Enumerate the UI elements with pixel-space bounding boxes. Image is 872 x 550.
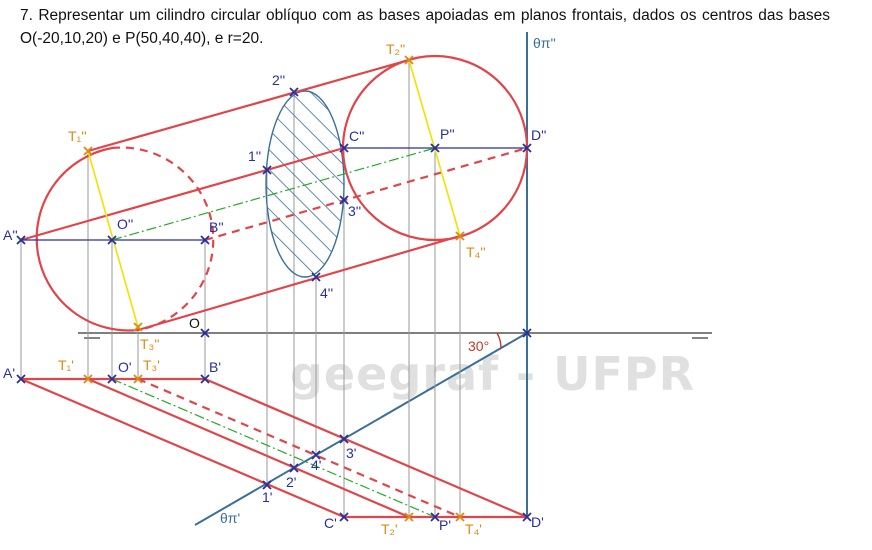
marker-T1-2 [83, 146, 93, 156]
generatrix-top [87, 58, 410, 153]
marker-P2 [430, 143, 440, 153]
labels: θπ'' θπ' 30° O A'' B'' O'' C'' D'' P'' T… [3, 35, 556, 537]
label-T4-1: T₄' [465, 521, 482, 537]
marker-p1-1 [262, 480, 272, 490]
marker-plane-vertex [522, 328, 532, 338]
label-T1-2: T₁'' [68, 128, 87, 144]
label-T3-2: T₃'' [140, 336, 160, 352]
label-4-2: 4'' [320, 285, 333, 301]
marker-T4-2 [455, 231, 465, 241]
label-O1: O' [118, 359, 132, 375]
marker-p4-2 [311, 272, 321, 282]
label-B2: B'' [209, 219, 224, 235]
label-O2: O'' [117, 216, 133, 232]
label-2-2: 2'' [272, 72, 285, 88]
marker-D1 [522, 512, 532, 522]
label-T1-1: T₁' [58, 357, 74, 373]
marker-A2 [16, 235, 26, 245]
generatrix-a-c [20, 146, 345, 242]
point-markers [16, 55, 532, 522]
base-o-hidden [111, 146, 215, 332]
label-A2: A'' [3, 227, 18, 243]
label-3-2: 3'' [348, 203, 361, 219]
marker-p3-1 [339, 434, 349, 444]
label-T2-1: T₂' [381, 521, 398, 537]
label-theta-pi-h: θπ' [220, 510, 240, 526]
ground-line [78, 332, 712, 339]
marker-B2 [200, 235, 210, 245]
top-view-cylinder [20, 377, 528, 519]
marker-C2 [339, 143, 349, 153]
marker-p1-2 [262, 165, 272, 175]
marker-O1 [107, 374, 117, 384]
label-4-1: 4' [311, 457, 321, 473]
watermark: geegraf - UFPR [290, 347, 695, 401]
marker-T2-1 [404, 512, 414, 522]
label-D1: D' [531, 514, 544, 530]
reference-lines [20, 60, 461, 517]
label-theta-pi-v: θπ'' [533, 35, 556, 51]
marker-D2 [522, 143, 532, 153]
marker-A1 [16, 374, 26, 384]
marker-B1 [200, 374, 210, 384]
label-angle: 30° [468, 338, 489, 354]
label-T2-2: T₂'' [386, 41, 405, 57]
label-T4-2: T₄'' [466, 244, 486, 260]
marker-C1 [339, 512, 349, 522]
label-C2: C'' [349, 128, 364, 144]
marker-p2-1 [289, 463, 299, 473]
label-1-2: 1'' [248, 148, 261, 164]
label-C1: C' [324, 515, 337, 531]
label-D2: D'' [531, 127, 546, 143]
label-origin: O [189, 315, 200, 331]
label-P1: P' [439, 517, 451, 533]
marker-p2-2 [289, 87, 299, 97]
marker-T2-2 [404, 55, 414, 65]
label-1-1: 1' [262, 489, 272, 505]
label-B1: B' [209, 359, 221, 375]
label-A1: A' [3, 365, 15, 381]
plane-theta [194, 32, 528, 526]
marker-origin-ground [200, 328, 210, 338]
label-3-1: 3' [346, 445, 356, 461]
marker-p3-2 [339, 195, 349, 205]
front-view-lines [21, 59, 527, 328]
problem-statement: 7. Representar um cilindro circular oblí… [20, 7, 830, 47]
marker-T3-2 [133, 322, 143, 332]
angle-arc [496, 332, 502, 349]
marker-O2 [107, 235, 117, 245]
section-ellipse [265, 90, 345, 278]
marker-p4-1 [311, 450, 321, 460]
marker-P1 [430, 512, 440, 522]
marker-T1-1 [83, 374, 93, 384]
base-o-visible [35, 146, 139, 332]
marker-T3-1 [133, 374, 143, 384]
label-P2: P'' [440, 126, 455, 142]
label-T3-1: T₃' [143, 357, 160, 373]
generatrix-bottom [137, 234, 461, 332]
label-2-1: 2' [286, 474, 296, 490]
marker-T4-1 [455, 512, 465, 522]
